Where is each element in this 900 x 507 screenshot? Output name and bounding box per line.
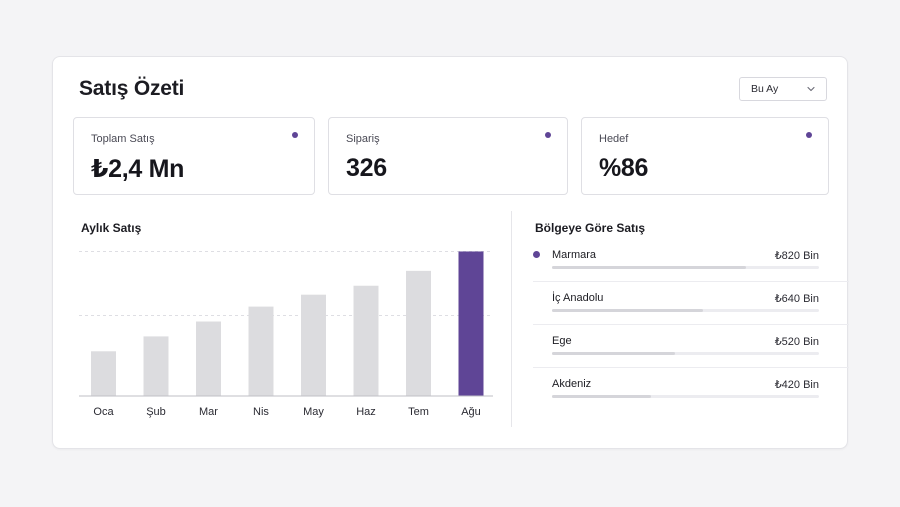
kpi-label: Toplam Satış bbox=[91, 133, 155, 145]
region-sales-title: Bölgeye Göre Satış bbox=[535, 221, 646, 235]
x-tick-label: Şub bbox=[146, 406, 166, 418]
region-progress-track bbox=[552, 266, 819, 269]
monthly-sales-chart: Oca Şub Mar Nis May Haz Tem Ağu bbox=[79, 250, 493, 418]
region-name: Marmara bbox=[552, 249, 597, 261]
region-progress-fill bbox=[552, 395, 652, 398]
row-divider bbox=[533, 281, 849, 282]
region-progress-fill bbox=[552, 352, 675, 355]
status-dot bbox=[545, 132, 551, 138]
kpi-value: 326 bbox=[346, 154, 387, 182]
region-value: ₺640 Bin bbox=[774, 293, 819, 305]
kpi-card-target: Hedef %86 bbox=[581, 117, 829, 195]
period-select[interactable]: Bu Ay bbox=[739, 77, 827, 101]
monthly-sales-title: Aylık Satış bbox=[81, 221, 142, 235]
row-divider bbox=[533, 324, 849, 325]
sales-summary-card: Satış Özeti Bu Ay Toplam Satış ₺2,4 Mn S… bbox=[52, 56, 849, 449]
region-row: Ege ₺520 Bin bbox=[533, 325, 849, 368]
x-tick-label: Mar bbox=[199, 406, 218, 418]
chevron-down-icon bbox=[807, 86, 815, 92]
chart-bar bbox=[458, 251, 484, 396]
region-progress-track bbox=[552, 309, 819, 312]
chart-bar bbox=[301, 294, 326, 396]
chart-bar bbox=[248, 306, 274, 396]
kpi-card-total-sales: Toplam Satış ₺2,4 Mn bbox=[73, 117, 315, 195]
region-progress-fill bbox=[552, 266, 746, 269]
kpi-label: Sipariş bbox=[346, 133, 380, 145]
region-value: ₺520 Bin bbox=[774, 336, 819, 348]
page-title: Satış Özeti bbox=[79, 77, 185, 100]
x-tick-label: Oca bbox=[93, 406, 114, 418]
x-tick-label: Haz bbox=[356, 406, 376, 418]
region-row: Marmara ₺820 Bin bbox=[533, 239, 849, 282]
region-value: ₺820 Bin bbox=[774, 250, 819, 262]
region-name: İç Anadolu bbox=[552, 292, 604, 304]
region-progress-track bbox=[552, 352, 819, 355]
kpi-value: ₺2,4 Mn bbox=[91, 155, 185, 183]
region-name: Ege bbox=[552, 335, 572, 347]
chart-bar bbox=[353, 285, 379, 396]
chart-bar bbox=[143, 336, 169, 396]
region-name: Akdeniz bbox=[552, 378, 592, 390]
kpi-value: %86 bbox=[599, 154, 649, 182]
status-dot bbox=[806, 132, 812, 138]
region-progress-track bbox=[552, 395, 819, 398]
x-tick-label: Tem bbox=[408, 406, 429, 418]
kpi-label: Hedef bbox=[599, 133, 629, 145]
region-value: ₺420 Bin bbox=[774, 379, 819, 391]
active-dot bbox=[533, 251, 540, 258]
kpi-card-orders: Sipariş 326 bbox=[328, 117, 568, 195]
chart-bar bbox=[406, 270, 431, 396]
chart-bar bbox=[196, 321, 221, 396]
section-divider bbox=[511, 211, 512, 427]
region-row: Akdeniz ₺420 Bin bbox=[533, 368, 831, 411]
x-tick-label: Nis bbox=[253, 406, 269, 418]
region-progress-fill bbox=[552, 309, 704, 312]
region-row: İç Anadolu ₺640 Bin bbox=[533, 282, 849, 325]
x-tick-label: May bbox=[303, 406, 324, 418]
status-dot bbox=[292, 132, 298, 138]
row-divider bbox=[533, 367, 849, 368]
x-tick-label: Ağu bbox=[461, 406, 481, 418]
chart-bar bbox=[91, 351, 116, 396]
period-select-value: Bu Ay bbox=[751, 83, 779, 95]
